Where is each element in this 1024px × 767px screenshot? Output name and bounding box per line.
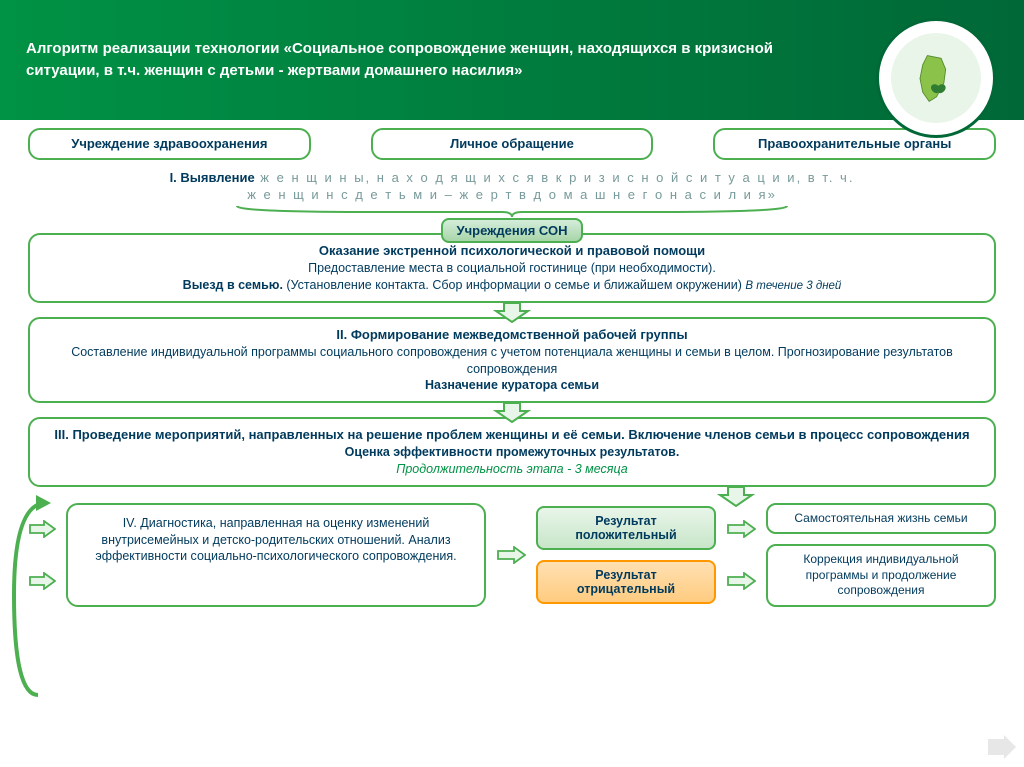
stage-c-title: III. Проведение мероприятий, направленны…	[42, 426, 982, 444]
stage-iv-box: IV. Диагностика, направленная на оценку …	[66, 503, 486, 607]
sources-row: Учреждение здравоохранения Личное обраще…	[28, 128, 996, 160]
outcome-correction-box: Коррекция индивидуальной программы и про…	[766, 544, 996, 607]
arrow-down-icon	[28, 485, 996, 505]
bottom-row: IV. Диагностика, направленная на оценку …	[28, 503, 996, 607]
feedback-curve-arrow-icon	[6, 495, 56, 705]
arrow-right-icon	[496, 503, 526, 607]
stage-a-line2-rest: (Установление контакта. Сбор информации …	[283, 278, 742, 292]
stage-c-line1: Оценка эффективности промежуточных резул…	[42, 444, 982, 461]
stage-b-line1: Составление индивидуальной программы соц…	[42, 344, 982, 378]
stage-a-title: Оказание экстренной психологической и пр…	[42, 242, 982, 260]
stage-a-box: Оказание экстренной психологической и пр…	[28, 233, 996, 303]
stage-a-line2: Выезд в семью. (Установление контакта. С…	[42, 277, 982, 295]
result-positive-box: Результат положительный	[536, 506, 716, 550]
stage-c-timing: Продолжительность этапа - 3 месяца	[42, 461, 982, 478]
section-1-lead: I. Выявление	[170, 170, 255, 185]
stage-b-title: II. Формирование межведомственной рабоче…	[42, 326, 982, 344]
header-title: Алгоритм реализации технологии «Социальн…	[26, 38, 824, 82]
source-health-box: Учреждение здравоохранения	[28, 128, 311, 160]
results-column: Результат положительный Результат отрица…	[536, 503, 716, 607]
outcomes-column: Самостоятельная жизнь семьи Коррекция ин…	[766, 503, 996, 607]
content-area: Учреждение здравоохранения Личное обраще…	[0, 120, 1024, 607]
arrow-right-icon	[726, 520, 756, 538]
arrows-to-outcomes	[726, 503, 756, 607]
result-negative-box: Результат отрицательный	[536, 560, 716, 604]
section-1-rest: ж е н щ и н ы, н а х о д я щ и х с я в к…	[255, 170, 855, 185]
stage-a-timing: В течение 3 дней	[745, 280, 841, 292]
header-banner: Алгоритм реализации технологии «Социальн…	[0, 0, 1024, 120]
stage-a-line2-bold: Выезд в семью.	[183, 278, 283, 292]
section-1-line2: ж е н щ и н с д е т ь м и – ж е р т в д …	[28, 187, 996, 202]
source-personal-box: Личное обращение	[371, 128, 654, 160]
outcome-independent-box: Самостоятельная жизнь семьи	[766, 503, 996, 535]
stage-b-line2: Назначение куратора семьи	[42, 377, 982, 394]
stage-c-box: III. Проведение мероприятий, направленны…	[28, 417, 996, 486]
brace-icon	[28, 204, 996, 218]
stage-a-line1: Предоставление места в социальной гостин…	[42, 260, 982, 277]
org-logo	[876, 18, 996, 138]
arrow-right-icon	[726, 572, 756, 590]
next-page-icon[interactable]	[986, 735, 1016, 759]
tag-son: Учреждения СОН	[441, 218, 584, 243]
logo-inner	[891, 33, 981, 123]
section-1-line1: I. Выявление ж е н щ и н ы, н а х о д я …	[28, 170, 996, 185]
logo-map-icon	[909, 51, 964, 106]
stage-b-box: II. Формирование межведомственной рабоче…	[28, 317, 996, 403]
